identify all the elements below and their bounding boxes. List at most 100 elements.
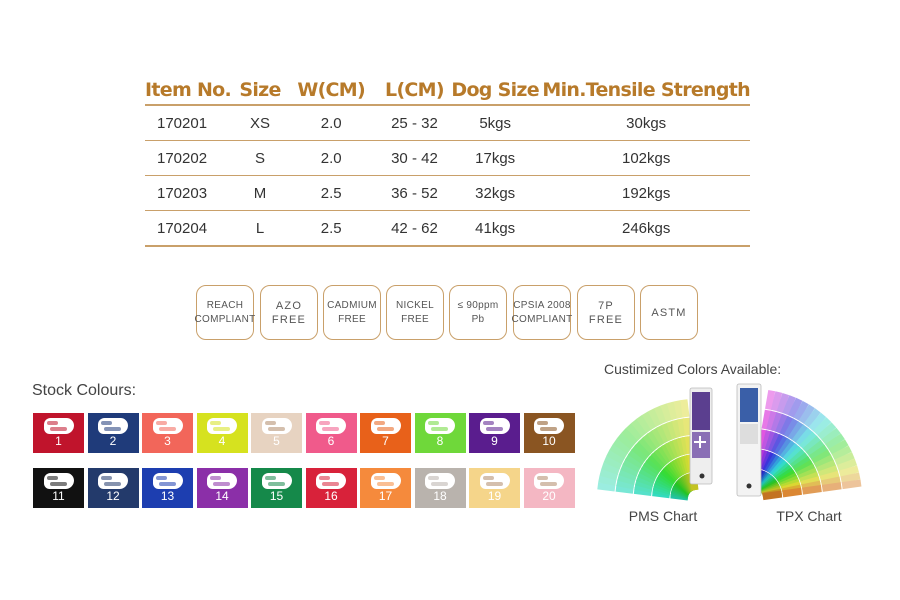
dog-size-cell: 5kgs [448,105,543,141]
swatch-number: 11 [52,489,65,503]
brand-logo-icon [316,473,346,489]
brand-logo-icon [425,473,455,489]
dog-size-cell: 17kgs [448,140,543,176]
swatch-number: 4 [218,434,226,448]
width-cell: 2.5 [281,210,381,247]
brand-logo-icon [316,418,346,434]
colour-swatch: 8 [414,413,466,453]
header-tensile-strength: Min.Tensile Strength [542,72,751,106]
colour-swatch: 3 [142,413,193,453]
header-length: L(CM) [380,72,448,106]
7p-free-badge: 7P FREE [577,285,635,340]
colour-swatch: 10 [523,413,575,453]
colour-swatch: 9 [469,413,520,453]
header-dog-size: Dog Size [448,72,543,106]
header-item-no: Item No. [145,72,239,106]
colour-swatch: 15 [251,468,302,508]
colour-swatch: 11 [33,468,84,508]
size-cell: XS [238,105,282,141]
swatch-number: 8 [436,434,444,448]
brand-logo-icon [43,418,74,434]
size-cell: L [238,210,282,247]
colour-swatch: 7 [360,413,411,453]
brand-logo-icon [98,418,128,434]
brand-logo-icon [370,418,401,434]
colour-swatch: 4 [196,413,248,453]
length-cell: 25 - 32 [380,105,448,141]
width-cell: 2.5 [281,175,381,211]
swatch-number: 3 [164,434,171,448]
length-cell: 36 - 52 [380,175,448,211]
colour-swatch: 20 [523,468,575,508]
colour-swatch: 6 [305,413,357,453]
pms-chart-label: PMS Chart [628,508,698,524]
dog-size-cell: 32kgs [448,175,543,211]
header-size: Size [238,72,282,106]
width-cell: 2.0 [281,105,381,141]
colour-swatch: 18 [414,468,466,508]
colour-swatch: 17 [360,468,411,508]
brand-logo-icon [261,418,292,434]
swatch-number: 1 [55,434,62,448]
swatch-number: 14 [215,489,229,503]
colour-swatch: 1 [33,413,84,453]
size-cell: M [238,175,282,211]
length-cell: 42 - 62 [380,210,448,247]
tensile-cell: 246kgs [542,210,750,247]
swatch-number: 19 [487,489,502,503]
reach-compliant-badge: REACH COMPLIANT [194,285,255,340]
colour-swatch: 2 [87,413,139,453]
swatch-number: 12 [106,489,120,503]
brand-logo-icon [207,418,237,434]
dog-size-cell: 41kgs [448,210,543,247]
brand-logo-icon [152,473,183,489]
table-row: 170203 M 2.5 36 - 52 32kgs 192kgs [145,175,750,211]
tpx-chart-label: TPX Chart [776,508,842,524]
width-cell: 2.0 [281,140,381,176]
table-header-row: Item No. Size W(CM) L(CM) Dog Size Min.T… [145,72,751,106]
length-cell: 30 - 42 [380,140,448,176]
tensile-cell: 102kgs [542,140,750,176]
tensile-cell: 192kgs [542,175,750,211]
swatch-number: 7 [382,434,389,448]
swatch-number: 16 [324,489,338,503]
custom-colours-title: Custimized Colors Available: [604,361,782,377]
colour-swatch: 13 [142,468,193,508]
brand-logo-icon [534,473,564,489]
size-cell: S [238,140,282,176]
tensile-cell: 30kgs [542,105,750,141]
table-row: 170204 L 2.5 42 - 62 41kgs 246kgs [145,210,750,247]
brand-logo-icon [43,473,74,489]
colour-swatch: 12 [87,468,139,508]
table-row: 170201 XS 2.0 25 - 32 5kgs 30kgs [145,105,750,141]
colour-swatch: 14 [196,468,248,508]
swatch-number: 20 [542,489,556,503]
cadmium-free-badge: CADMIUM FREE [323,285,381,340]
stock-colours-title: Stock Colours: [32,382,137,399]
brand-logo-icon [479,473,510,489]
item-no-cell: 170202 [145,140,239,176]
cpsia-2008-badge: CPSIA 2008 COMPLIANT [511,285,572,340]
brand-logo-icon [534,418,564,434]
tpx-color-fan-icon [736,383,862,501]
swatch-number: 6 [327,434,335,448]
table-row: 170202 S 2.0 30 - 42 17kgs 102kgs [145,140,750,176]
brand-logo-icon [425,418,455,434]
brand-logo-icon [370,473,401,489]
astm-badge: ASTM [640,285,698,340]
header-width: W(CM) [281,72,381,106]
brand-logo-icon [98,473,128,489]
swatch-number: 15 [269,489,284,503]
item-no-cell: 170201 [145,105,239,141]
swatch-number: 13 [160,489,175,503]
brand-logo-icon [152,418,183,434]
nickel-free-badge: NICKEL FREE [386,285,444,340]
colour-swatch: 19 [469,468,520,508]
swatch-number: 17 [378,489,393,503]
pms-color-fan-icon [597,387,713,501]
brand-logo-icon [261,473,292,489]
azo-free-badge: AZO FREE [260,285,318,340]
swatch-number: 18 [433,489,447,503]
brand-logo-icon [207,473,237,489]
colour-swatch: 16 [305,468,357,508]
